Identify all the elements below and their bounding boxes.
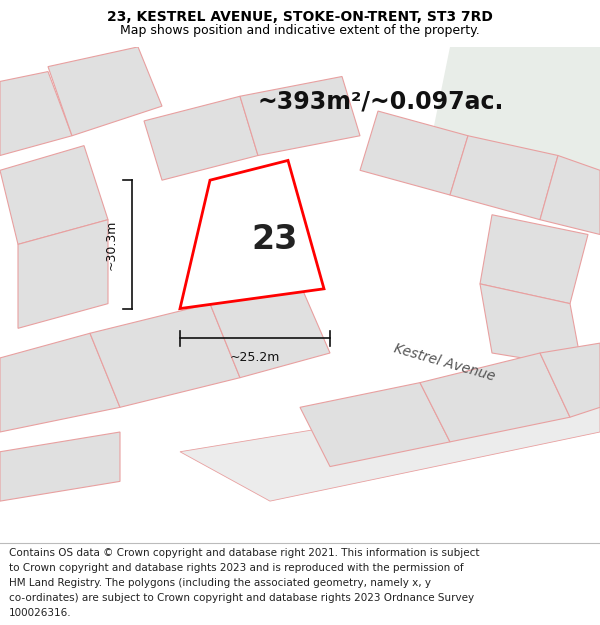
Polygon shape <box>0 71 72 156</box>
Polygon shape <box>480 284 582 368</box>
Polygon shape <box>540 343 600 418</box>
Polygon shape <box>0 432 120 501</box>
Polygon shape <box>480 215 588 304</box>
Polygon shape <box>90 304 240 408</box>
Text: HM Land Registry. The polygons (including the associated geometry, namely x, y: HM Land Registry. The polygons (includin… <box>9 578 431 588</box>
Polygon shape <box>48 47 162 136</box>
Text: Contains OS data © Crown copyright and database right 2021. This information is : Contains OS data © Crown copyright and d… <box>9 548 479 558</box>
Polygon shape <box>0 146 108 244</box>
Text: ~393m²/~0.097ac.: ~393m²/~0.097ac. <box>258 89 505 113</box>
Polygon shape <box>18 219 108 328</box>
Polygon shape <box>144 96 258 180</box>
Polygon shape <box>180 161 324 309</box>
Polygon shape <box>300 382 450 466</box>
Text: ~30.3m: ~30.3m <box>104 219 118 269</box>
Text: 23: 23 <box>251 223 298 256</box>
Polygon shape <box>432 47 600 195</box>
Polygon shape <box>210 284 330 378</box>
Polygon shape <box>420 353 570 442</box>
Text: co-ordinates) are subject to Crown copyright and database rights 2023 Ordnance S: co-ordinates) are subject to Crown copyr… <box>9 593 474 603</box>
Text: 23, KESTREL AVENUE, STOKE-ON-TRENT, ST3 7RD: 23, KESTREL AVENUE, STOKE-ON-TRENT, ST3 … <box>107 10 493 24</box>
Polygon shape <box>450 136 558 219</box>
Polygon shape <box>180 382 600 501</box>
Text: 100026316.: 100026316. <box>9 608 71 618</box>
Polygon shape <box>540 156 600 234</box>
Polygon shape <box>0 333 120 432</box>
Polygon shape <box>360 111 468 195</box>
Text: ~25.2m: ~25.2m <box>230 351 280 364</box>
Text: to Crown copyright and database rights 2023 and is reproduced with the permissio: to Crown copyright and database rights 2… <box>9 563 464 573</box>
Polygon shape <box>240 76 360 156</box>
Text: Kestrel Avenue: Kestrel Avenue <box>392 342 496 384</box>
Text: Map shows position and indicative extent of the property.: Map shows position and indicative extent… <box>120 24 480 36</box>
